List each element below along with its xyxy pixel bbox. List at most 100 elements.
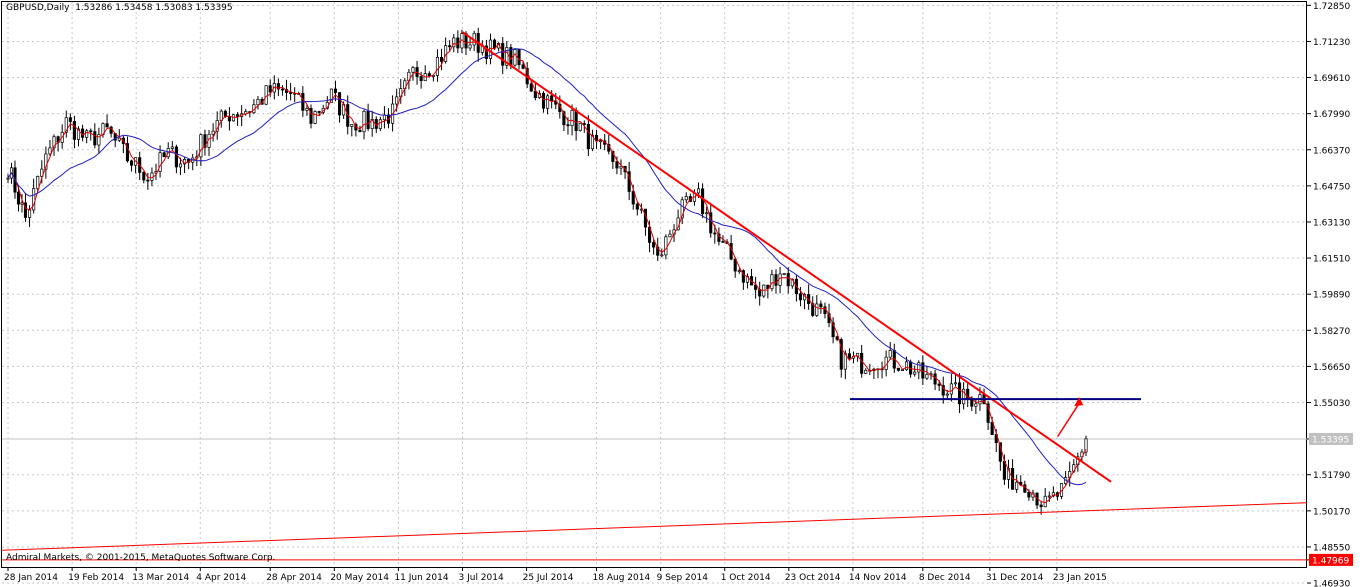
y-tick-label: 1.50170 bbox=[1313, 507, 1350, 517]
breakout-arrow-shaft bbox=[1056, 402, 1080, 438]
candle-body bbox=[635, 203, 639, 210]
candle-body bbox=[717, 233, 721, 242]
candle-body bbox=[493, 39, 497, 49]
x-tick-label: 19 Feb 2014 bbox=[68, 573, 124, 583]
rising-support-line bbox=[1, 502, 1308, 551]
candle-body bbox=[81, 128, 85, 138]
candle-body bbox=[590, 134, 595, 150]
candle-body bbox=[574, 109, 578, 131]
candle-body bbox=[733, 258, 737, 272]
candle-body bbox=[448, 45, 452, 48]
candle-body bbox=[680, 199, 684, 219]
candle-body bbox=[142, 172, 146, 181]
candle-body bbox=[619, 165, 623, 169]
x-tick-label: 9 Sep 2014 bbox=[657, 573, 709, 583]
candle-body bbox=[358, 129, 362, 133]
candle-body bbox=[917, 362, 921, 373]
candle-body bbox=[289, 92, 293, 94]
candle-body bbox=[1084, 438, 1088, 453]
candle-body bbox=[945, 393, 949, 396]
candle-body bbox=[305, 108, 309, 111]
candle-body bbox=[378, 119, 382, 129]
candle-body bbox=[937, 383, 941, 386]
candle-body bbox=[684, 196, 688, 201]
y-tick-label: 1.69610 bbox=[1313, 74, 1350, 84]
candle-body bbox=[452, 37, 456, 48]
candle-body bbox=[68, 117, 72, 122]
axes-layer: 1.72850 1.71230 1.69610 1.67990 1.66370 1.647… bbox=[4, 2, 1353, 587]
candle-body bbox=[125, 143, 130, 162]
candle-body bbox=[611, 150, 615, 162]
candle-body bbox=[97, 134, 101, 146]
candle-body bbox=[713, 232, 717, 235]
candle-body bbox=[798, 293, 803, 301]
candle-body bbox=[366, 110, 370, 129]
candle-body bbox=[48, 147, 52, 155]
candle-body bbox=[896, 367, 900, 371]
candle-body bbox=[317, 111, 321, 113]
candle-body bbox=[933, 373, 937, 385]
candle-body bbox=[40, 168, 44, 177]
symbol-label: GBPUSD,Daily bbox=[6, 3, 70, 13]
candle-body bbox=[578, 123, 582, 131]
candle-body bbox=[696, 188, 701, 194]
y-tick-label: 1.46930 bbox=[1313, 580, 1350, 587]
candle-body bbox=[925, 373, 929, 379]
x-tick-label: 28 Jan 2014 bbox=[4, 573, 58, 583]
slow-moving-average-line bbox=[7, 48, 1087, 486]
candle-body bbox=[860, 352, 864, 374]
x-tick-label: 1 Oct 2014 bbox=[721, 573, 771, 583]
candle-body bbox=[178, 163, 183, 168]
candle-body bbox=[705, 212, 709, 215]
x-tick-label: 3 Jul 2014 bbox=[459, 573, 504, 583]
candle-body bbox=[89, 130, 93, 133]
candle-body bbox=[586, 123, 590, 150]
candle-body bbox=[786, 273, 790, 287]
x-tick-label: 13 Mar 2014 bbox=[132, 573, 189, 583]
candle-body bbox=[570, 109, 574, 127]
candle-body bbox=[701, 188, 705, 215]
candle-body bbox=[501, 43, 505, 66]
y-tick-label: 1.72850 bbox=[1313, 2, 1350, 12]
candle-body bbox=[847, 353, 851, 359]
x-tick-label: 28 Apr 2014 bbox=[266, 573, 322, 583]
level-layer bbox=[2, 438, 1307, 561]
candle-body bbox=[16, 191, 21, 205]
candle-body bbox=[831, 322, 835, 338]
x-tick-label: 23 Jan 2015 bbox=[1053, 573, 1107, 583]
y-tick-label: 1.56650 bbox=[1313, 363, 1350, 373]
candle-body bbox=[431, 75, 435, 77]
x-tick-label: 4 Apr 2014 bbox=[196, 573, 246, 583]
chart-header: GBPUSD,Daily 1.53286 1.53458 1.53083 1.5… bbox=[6, 3, 233, 13]
candle-body bbox=[1006, 468, 1011, 480]
y-tick-label: 1.66370 bbox=[1313, 146, 1350, 156]
candle-body bbox=[76, 128, 81, 140]
candle-body bbox=[913, 371, 917, 375]
y-tick-label: 1.64750 bbox=[1313, 182, 1350, 192]
candle-body bbox=[941, 385, 945, 396]
candle-body bbox=[350, 124, 354, 127]
candle-body bbox=[582, 123, 586, 125]
current-price-label-bg bbox=[1309, 432, 1353, 445]
candle-body bbox=[513, 49, 517, 66]
moving-averages-layer bbox=[7, 39, 1087, 504]
candle-body bbox=[521, 64, 525, 69]
candle-body bbox=[958, 382, 962, 405]
candle-body bbox=[20, 202, 24, 205]
candle-body bbox=[562, 111, 566, 126]
y-tick-label: 1.59890 bbox=[1313, 291, 1350, 301]
candle-body bbox=[227, 116, 231, 122]
level-price-label-bg bbox=[1309, 553, 1353, 566]
candle-body bbox=[52, 136, 56, 149]
candle-body bbox=[105, 123, 109, 128]
candle-body bbox=[1051, 492, 1055, 497]
candle-body bbox=[721, 241, 725, 243]
candle-body bbox=[782, 273, 786, 275]
candle-body bbox=[170, 146, 174, 149]
candle-body bbox=[652, 242, 656, 248]
y-tick-label: 1.67990 bbox=[1313, 110, 1350, 120]
candle-body bbox=[411, 67, 415, 73]
candle-body bbox=[1027, 491, 1031, 498]
candle-body bbox=[754, 284, 758, 290]
